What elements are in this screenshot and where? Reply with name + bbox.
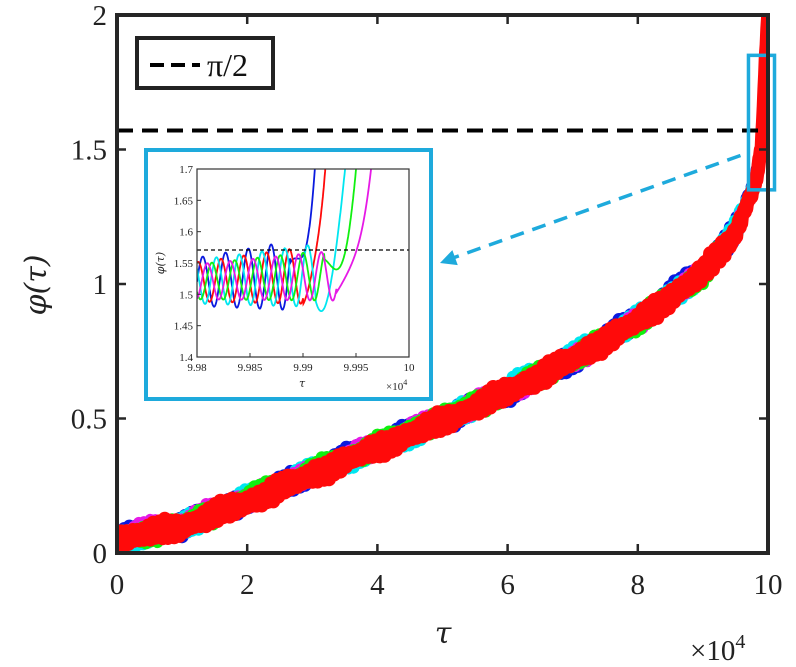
inset-series-group bbox=[197, 169, 372, 312]
inset-y-tick-label: 1.5 bbox=[179, 289, 193, 301]
inset-y-tick-label: 1.65 bbox=[174, 195, 194, 207]
inset-series-line bbox=[197, 169, 372, 302]
x-tick-label: 0 bbox=[110, 569, 125, 601]
inset-x-tick-label: 9.995 bbox=[344, 362, 369, 374]
inset-chart: 9.98 9.985 9.99 9.995 10 1.4 1.45 1.5 1.55 1.6 1.6… bbox=[144, 148, 433, 401]
legend-label: π/2 bbox=[207, 47, 248, 83]
y-axis-label: φ(τ) bbox=[19, 254, 54, 315]
main-series-line bbox=[117, 15, 768, 553]
zoom-arrow bbox=[449, 153, 742, 261]
x-tick-label: 2 bbox=[240, 569, 255, 601]
zoom-highlight-box bbox=[746, 53, 777, 192]
x-multiplier: ×104 bbox=[690, 631, 745, 667]
inset-y-tick-label: 1.4 bbox=[179, 352, 193, 364]
inset-ticks: 9.98 9.985 9.99 9.995 10 1.4 1.45 1.5 1.55 1.6 1.6… bbox=[174, 164, 415, 374]
inset-y-tick-label: 1.55 bbox=[174, 258, 194, 270]
inset-y-axis-label: φ(τ) bbox=[154, 252, 167, 274]
inset-x-tick-label: 9.99 bbox=[293, 362, 313, 374]
zoom-arrow-head bbox=[440, 250, 458, 266]
main-ticks: 0 2 4 6 8 10 0 0.5 1 1.5 2 bbox=[71, 0, 783, 601]
inset-y-tick-label: 1.6 bbox=[179, 227, 193, 239]
x-tick-label: 6 bbox=[500, 569, 515, 601]
x-tick-label: 8 bbox=[631, 569, 646, 601]
y-tick-label: 2 bbox=[93, 0, 108, 32]
inset-x-tick-label: 9.985 bbox=[238, 362, 263, 374]
y-tick-label: 1.5 bbox=[71, 135, 107, 167]
x-tick-label: 10 bbox=[754, 569, 783, 601]
main-series-group bbox=[117, 15, 768, 553]
inset-y-tick-label: 1.7 bbox=[179, 164, 193, 176]
legend: π/2 bbox=[135, 36, 275, 90]
inset-x-tick-label: 9.98 bbox=[187, 362, 207, 374]
x-axis-label: τ bbox=[435, 616, 452, 651]
inset-series-line bbox=[197, 169, 357, 302]
inset-x-axis-label: τ bbox=[299, 377, 306, 390]
inset-x-tick-label: 10 bbox=[404, 362, 416, 374]
inset-y-tick-label: 1.45 bbox=[174, 321, 194, 333]
y-tick-label: 0.5 bbox=[71, 404, 107, 436]
y-tick-label: 1 bbox=[93, 269, 108, 301]
y-tick-label: 0 bbox=[93, 538, 108, 570]
x-tick-label: 4 bbox=[370, 569, 385, 601]
inset-x-multiplier: ×104 bbox=[386, 378, 407, 393]
inset-series-line bbox=[197, 169, 346, 312]
